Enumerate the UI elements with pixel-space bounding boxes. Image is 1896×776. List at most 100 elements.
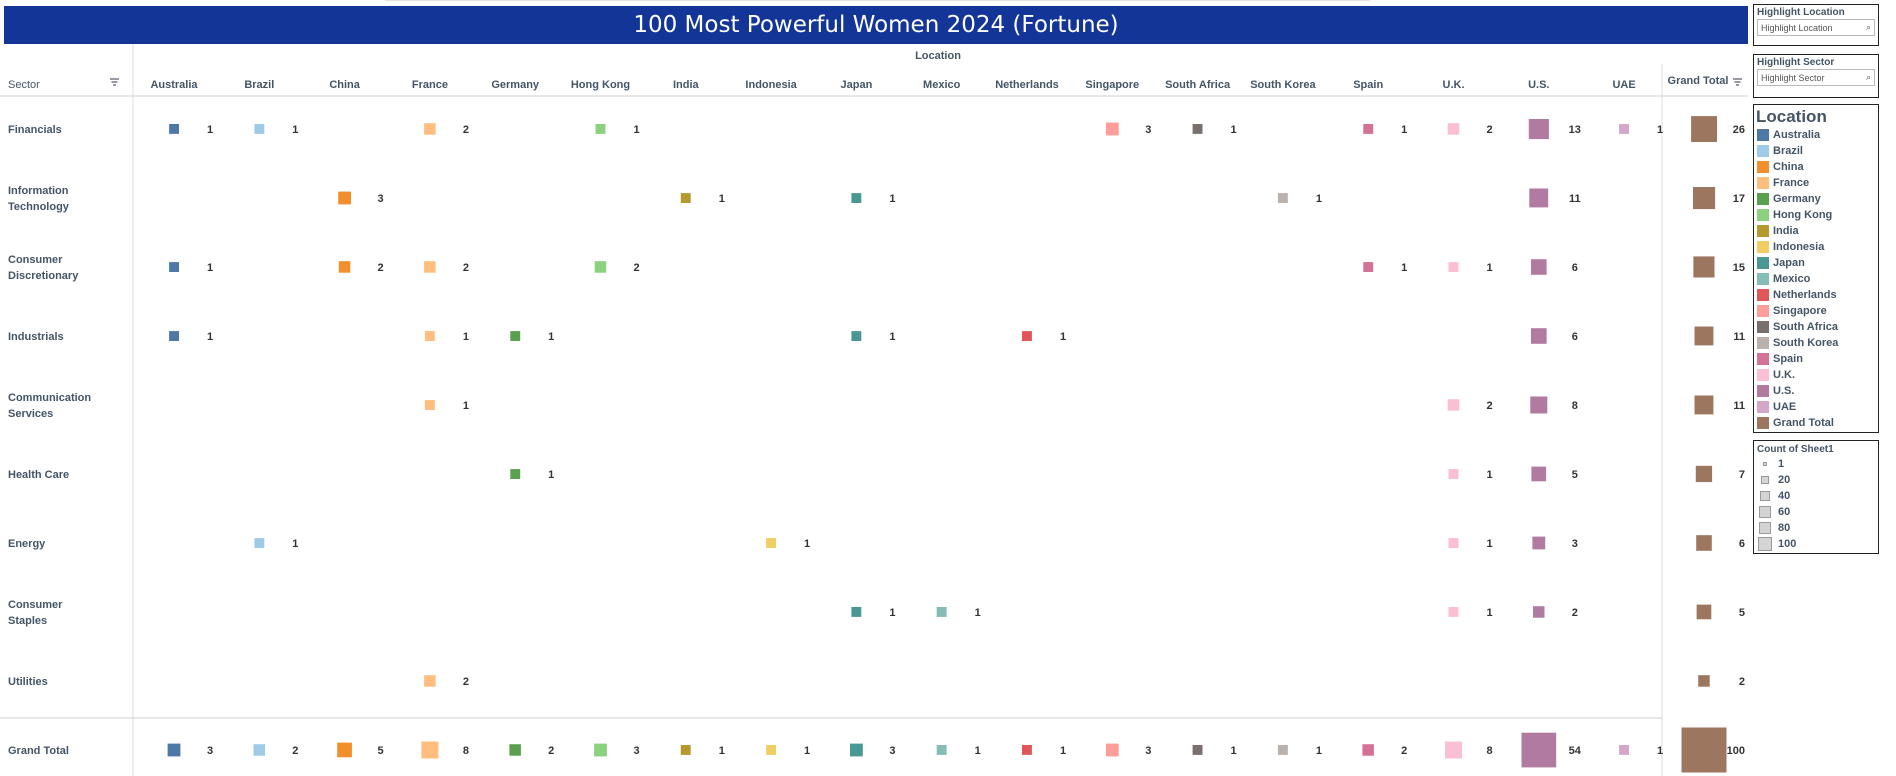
legend-label: China [1773, 161, 1804, 173]
grand-total-row-value-uae: 1 [1657, 745, 1663, 757]
column-label-south-africa: South Africa [1165, 79, 1231, 91]
row-consumer-staples-value-u-s: 2 [1572, 607, 1578, 619]
size-legend-item: 80 [1754, 520, 1878, 536]
row-utilities-total-value: 2 [1739, 676, 1745, 688]
grand-total-row-total-mark [1681, 727, 1727, 773]
row-consumer-staples-label: Consumer Staples [8, 599, 63, 627]
legend-label: South Korea [1773, 337, 1839, 349]
row-financials-value-u-k: 2 [1486, 124, 1492, 136]
row-health-care-label: Health Care [8, 469, 69, 481]
legend-item-south-africa[interactable]: South Africa [1754, 319, 1878, 335]
row-consumer-staples-value-mexico: 1 [975, 607, 981, 619]
grand-total-row-mark-south-africa [1192, 745, 1203, 755]
column-label-france: France [412, 79, 448, 91]
legend-item-mexico[interactable]: Mexico [1754, 271, 1878, 287]
row-consumer-discretionary-value-france: 2 [463, 262, 469, 274]
row-consumer-discretionary-value-australia: 1 [207, 262, 213, 274]
row-energy-total-mark [1696, 535, 1712, 551]
row-energy-value-u-s: 3 [1572, 538, 1578, 550]
grand-total-row-mark-hong-kong [594, 743, 607, 757]
highlight-location-input[interactable]: Highlight Location ⌕ [1757, 19, 1875, 36]
grand-total-row-value-france: 8 [463, 745, 469, 757]
legend-swatch [1757, 401, 1769, 413]
row-communication-services-mark-france [424, 400, 435, 410]
grand-total-row-value-singapore: 3 [1145, 745, 1151, 757]
legend-item-netherlands[interactable]: Netherlands [1754, 287, 1878, 303]
legend-item-germany[interactable]: Germany [1754, 191, 1878, 207]
legend-swatch [1757, 305, 1769, 317]
grand-total-row-value-germany: 2 [548, 745, 554, 757]
legend-item-grand-total[interactable]: Grand Total [1754, 415, 1878, 431]
row-financials-total-mark [1691, 116, 1717, 142]
legend-item-uae[interactable]: UAE [1754, 399, 1878, 415]
legend-item-hong-kong[interactable]: Hong Kong [1754, 207, 1878, 223]
row-information-technology-value-south-korea: 1 [1316, 193, 1322, 205]
legend-swatch [1757, 225, 1769, 237]
row-industrials-value-u-s: 6 [1572, 331, 1578, 343]
row-communication-services-value-u-s: 8 [1572, 400, 1578, 412]
column-label-china: China [329, 79, 360, 91]
row-industrials-mark-australia [169, 331, 179, 341]
row-energy-value-indonesia: 1 [804, 538, 810, 550]
row-communication-services-value-france: 1 [463, 400, 469, 412]
row-information-technology-mark-china [338, 191, 351, 205]
legend-item-india[interactable]: India [1754, 223, 1878, 239]
grand-total-row-mark-india [680, 745, 691, 755]
legend-swatch [1757, 273, 1769, 285]
legend-item-indonesia[interactable]: Indonesia [1754, 239, 1878, 255]
legend-item-australia[interactable]: Australia [1754, 127, 1878, 143]
highlight-sector-input[interactable]: Highlight Sector ⌕ [1757, 69, 1875, 86]
legend-swatch [1757, 177, 1769, 189]
legend-swatch [1757, 129, 1769, 141]
size-legend-square [1758, 521, 1772, 535]
size-legend-label: 1 [1778, 458, 1785, 470]
row-financials-value-spain: 1 [1401, 124, 1407, 136]
row-energy-value-brazil: 1 [292, 538, 298, 550]
grand-total-row-value-mexico: 1 [975, 745, 981, 757]
row-communication-services-label: Communication Services [8, 392, 91, 420]
legend-item-france[interactable]: France [1754, 175, 1878, 191]
row-health-care-mark-u-k [1448, 469, 1459, 479]
column-label-japan: Japan [841, 79, 873, 91]
size-legend: Count of Sheet1 1 20 40 60 80 100 [1753, 440, 1879, 554]
row-financials-label: Financials [8, 124, 62, 136]
search-icon[interactable]: ⌕ [1865, 22, 1871, 32]
legend-item-south-korea[interactable]: South Korea [1754, 335, 1878, 351]
legend-item-china[interactable]: China [1754, 159, 1878, 175]
legend-item-u-k[interactable]: U.K. [1754, 367, 1878, 383]
row-consumer-discretionary-mark-china [338, 261, 351, 273]
row-industrials-mark-germany [510, 331, 521, 341]
row-health-care-value-germany: 1 [548, 469, 554, 481]
legend-item-u-s[interactable]: U.S. [1754, 383, 1878, 399]
grand-total-row-mark-singapore [1105, 743, 1119, 757]
row-financials-mark-australia [169, 124, 179, 134]
legend-label: Brazil [1773, 145, 1803, 157]
size-legend-item: 20 [1754, 472, 1878, 488]
size-legend-item: 100 [1754, 536, 1878, 552]
row-financials-value-singapore: 3 [1145, 124, 1151, 136]
search-icon[interactable]: ⌕ [1865, 72, 1871, 82]
row-consumer-discretionary-mark-u-k [1448, 262, 1459, 272]
row-information-technology-mark-india [680, 193, 691, 203]
grand-total-row-mark-u-s [1521, 732, 1557, 768]
legend-item-japan[interactable]: Japan [1754, 255, 1878, 271]
column-label-singapore: Singapore [1085, 79, 1139, 91]
row-consumer-discretionary-value-u-s: 6 [1572, 262, 1578, 274]
row-energy-mark-brazil [254, 538, 265, 548]
row-financials-mark-singapore [1105, 122, 1119, 136]
grand-total-row-mark-spain [1362, 744, 1374, 756]
row-financials-value-south-africa: 1 [1231, 124, 1237, 136]
size-legend-label: 60 [1778, 506, 1791, 518]
column-label-australia: Australia [150, 79, 198, 91]
size-legend-square [1760, 491, 1770, 501]
legend-swatch [1757, 241, 1769, 253]
row-communication-services-mark-u-s [1530, 396, 1548, 414]
legend-item-singapore[interactable]: Singapore [1754, 303, 1878, 319]
legend-item-brazil[interactable]: Brazil [1754, 143, 1878, 159]
legend-item-spain[interactable]: Spain [1754, 351, 1878, 367]
row-consumer-staples-mark-u-s [1533, 606, 1545, 618]
sector-location-matrix: Location Sector Australia Brazil China France… [0, 44, 1748, 776]
legend-label: Germany [1773, 193, 1821, 205]
legend-swatch [1757, 337, 1769, 349]
grand-total-row-mark-south-korea [1277, 745, 1288, 755]
